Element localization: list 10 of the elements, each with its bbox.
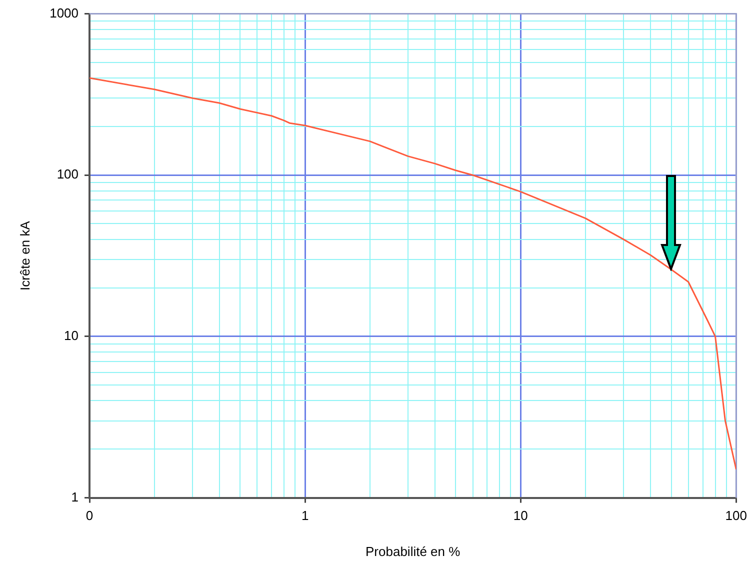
x-tick-label: 10: [513, 508, 528, 524]
y-tick-label: 1: [71, 489, 79, 504]
x-axis-title: Probabilité en %: [366, 544, 461, 559]
x-tick-label: 100: [725, 508, 748, 524]
y-tick-label: 1000: [50, 5, 79, 20]
x-tick-label: 0: [86, 508, 94, 524]
y-tick-label: 100: [56, 166, 79, 182]
y-tick-label: 10: [64, 328, 79, 344]
x-tick-label: 1: [301, 508, 309, 524]
y-axis-title: Icrête en kA: [17, 220, 32, 290]
